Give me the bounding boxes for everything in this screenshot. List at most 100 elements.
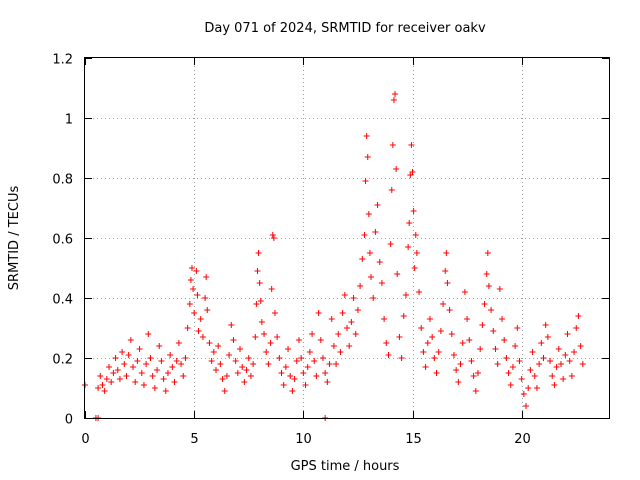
data-point [381, 316, 388, 322]
data-point [162, 388, 169, 394]
data-point [499, 316, 506, 322]
data-point [234, 370, 241, 376]
data-point [121, 361, 128, 367]
data-points [82, 91, 586, 421]
data-point [444, 280, 451, 286]
data-point [525, 385, 532, 391]
data-point [203, 274, 210, 280]
data-point [180, 373, 187, 379]
data-point [253, 301, 260, 307]
data-point [392, 91, 399, 97]
data-point [389, 142, 396, 148]
data-point [470, 373, 477, 379]
data-point [237, 346, 244, 352]
data-point [475, 370, 481, 376]
x-tick-label: 20 [514, 432, 531, 447]
data-point [252, 334, 259, 340]
data-point [108, 379, 115, 385]
data-point [99, 382, 106, 388]
data-point [372, 229, 379, 235]
data-point [154, 367, 161, 373]
data-point [544, 334, 551, 340]
x-tick-label: 5 [190, 432, 198, 447]
data-point [219, 376, 226, 382]
data-point [440, 301, 447, 307]
data-point [388, 187, 395, 193]
data-point [97, 373, 104, 379]
data-point [551, 382, 558, 388]
data-point [106, 364, 113, 370]
data-point [481, 301, 488, 307]
data-point [492, 346, 499, 352]
data-point [326, 361, 333, 367]
data-point [501, 337, 508, 343]
data-point [490, 328, 497, 334]
data-point [258, 319, 265, 325]
data-point [295, 337, 302, 343]
data-point [564, 331, 571, 337]
data-point [378, 280, 385, 286]
x-axis-label: GPS time / hours [291, 459, 400, 474]
data-point [512, 343, 519, 349]
data-point [393, 166, 400, 172]
data-point [410, 208, 417, 214]
data-point [210, 349, 217, 355]
data-point [376, 259, 383, 265]
data-point [197, 316, 204, 322]
data-point [418, 325, 425, 331]
data-point [265, 361, 272, 367]
data-point [472, 388, 479, 394]
data-point [241, 379, 248, 385]
data-point [549, 373, 556, 379]
data-point [287, 373, 294, 379]
data-point [143, 361, 150, 367]
data-point [400, 313, 407, 319]
data-point [243, 367, 250, 373]
data-point [433, 370, 440, 376]
data-point [167, 352, 174, 358]
data-point [322, 370, 329, 376]
data-point [221, 388, 228, 394]
data-point [362, 178, 369, 184]
data-point [125, 352, 132, 358]
data-point [437, 328, 444, 334]
data-point [412, 232, 419, 238]
data-point [344, 325, 350, 331]
data-point [459, 340, 466, 346]
data-point [223, 373, 230, 379]
data-point [309, 331, 316, 337]
data-point [374, 202, 381, 208]
data-point [274, 334, 281, 340]
data-point [411, 265, 418, 271]
data-point [149, 373, 156, 379]
data-point [130, 364, 137, 370]
data-point [103, 376, 110, 382]
data-point [239, 364, 246, 370]
data-point [95, 385, 102, 391]
data-point [413, 250, 420, 256]
data-point [232, 358, 239, 364]
data-point [208, 358, 215, 364]
data-point [302, 382, 309, 388]
data-point [368, 274, 375, 280]
data-point [101, 388, 108, 394]
data-point [116, 376, 123, 382]
data-point [387, 241, 394, 247]
data-point [426, 316, 433, 322]
data-point [402, 292, 409, 298]
data-point [173, 358, 180, 364]
data-point [145, 331, 152, 337]
y-tick-label: 0.8 [52, 173, 73, 188]
data-point [540, 355, 547, 361]
data-point [147, 355, 154, 361]
data-point [479, 322, 486, 328]
data-point [577, 343, 584, 349]
data-point [516, 358, 523, 364]
data-point [365, 211, 372, 217]
data-point [268, 286, 275, 292]
data-point [213, 367, 219, 373]
data-point [247, 373, 254, 379]
data-point [156, 343, 163, 349]
data-point [457, 361, 464, 367]
